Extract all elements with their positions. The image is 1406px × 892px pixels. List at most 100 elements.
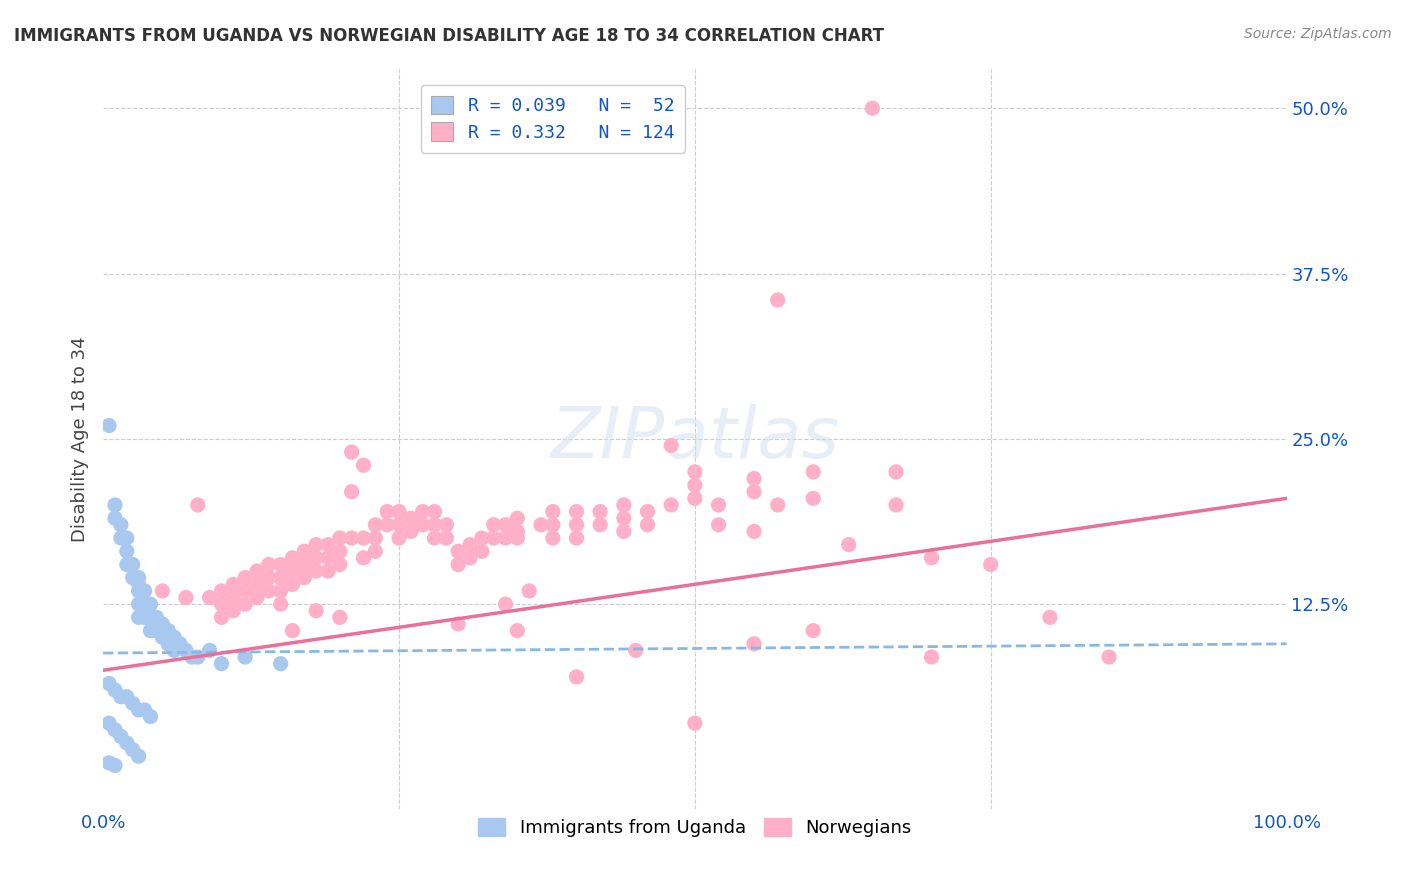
Text: IMMIGRANTS FROM UGANDA VS NORWEGIAN DISABILITY AGE 18 TO 34 CORRELATION CHART: IMMIGRANTS FROM UGANDA VS NORWEGIAN DISA… [14, 27, 884, 45]
Point [139, 709, 162, 723]
Point [115, 736, 138, 750]
Point [174, 591, 197, 605]
Point [447, 617, 470, 632]
Point [316, 538, 339, 552]
Point [860, 101, 883, 115]
Point [128, 577, 150, 591]
Point [292, 544, 315, 558]
Point [157, 624, 180, 638]
Point [98, 676, 121, 690]
Point [624, 643, 647, 657]
Point [305, 550, 328, 565]
Point [115, 690, 138, 704]
Point [233, 650, 256, 665]
Point [683, 716, 706, 731]
Point [530, 517, 553, 532]
Legend: Immigrants from Uganda, Norwegians: Immigrants from Uganda, Norwegians [471, 811, 920, 845]
Point [292, 558, 315, 572]
Point [305, 564, 328, 578]
Point [766, 498, 789, 512]
Point [211, 597, 233, 611]
Point [139, 597, 162, 611]
Point [766, 293, 789, 307]
Point [145, 610, 167, 624]
Point [222, 591, 245, 605]
Point [589, 505, 612, 519]
Point [128, 610, 150, 624]
Point [565, 531, 588, 545]
Point [541, 531, 564, 545]
Point [104, 683, 127, 698]
Point [139, 624, 162, 638]
Point [980, 558, 1002, 572]
Point [353, 531, 375, 545]
Point [589, 517, 612, 532]
Point [198, 591, 221, 605]
Point [163, 630, 186, 644]
Point [292, 571, 315, 585]
Point [150, 630, 173, 644]
Point [412, 517, 434, 532]
Point [340, 445, 363, 459]
Point [495, 531, 517, 545]
Point [423, 531, 446, 545]
Point [388, 531, 411, 545]
Point [187, 498, 209, 512]
Y-axis label: Disability Age 18 to 34: Disability Age 18 to 34 [72, 336, 89, 541]
Point [110, 531, 132, 545]
Point [128, 703, 150, 717]
Point [110, 690, 132, 704]
Point [565, 505, 588, 519]
Point [180, 650, 202, 665]
Point [613, 511, 636, 525]
Point [163, 643, 186, 657]
Point [98, 418, 121, 433]
Point [340, 531, 363, 545]
Point [801, 624, 824, 638]
Point [364, 531, 387, 545]
Point [134, 703, 156, 717]
Point [364, 517, 387, 532]
Point [613, 524, 636, 539]
Point [683, 465, 706, 479]
Point [233, 597, 256, 611]
Point [1098, 650, 1121, 665]
Point [198, 643, 221, 657]
Point [801, 491, 824, 506]
Point [683, 491, 706, 506]
Point [128, 749, 150, 764]
Point [884, 498, 907, 512]
Point [434, 531, 457, 545]
Point [169, 637, 191, 651]
Point [495, 597, 517, 611]
Point [637, 505, 659, 519]
Text: Source: ZipAtlas.com: Source: ZipAtlas.com [1244, 27, 1392, 41]
Point [233, 571, 256, 585]
Point [742, 637, 765, 651]
Point [364, 544, 387, 558]
Point [742, 471, 765, 485]
Point [495, 517, 517, 532]
Point [270, 583, 292, 598]
Point [174, 643, 197, 657]
Point [270, 597, 292, 611]
Point [305, 538, 328, 552]
Point [742, 524, 765, 539]
Point [281, 550, 304, 565]
Point [257, 571, 280, 585]
Point [375, 505, 398, 519]
Point [211, 610, 233, 624]
Point [434, 517, 457, 532]
Point [281, 577, 304, 591]
Point [305, 604, 328, 618]
Point [128, 597, 150, 611]
Point [399, 511, 422, 525]
Point [375, 517, 398, 532]
Point [145, 624, 167, 638]
Point [471, 544, 494, 558]
Point [482, 517, 505, 532]
Point [134, 597, 156, 611]
Point [565, 517, 588, 532]
Point [637, 517, 659, 532]
Point [506, 511, 529, 525]
